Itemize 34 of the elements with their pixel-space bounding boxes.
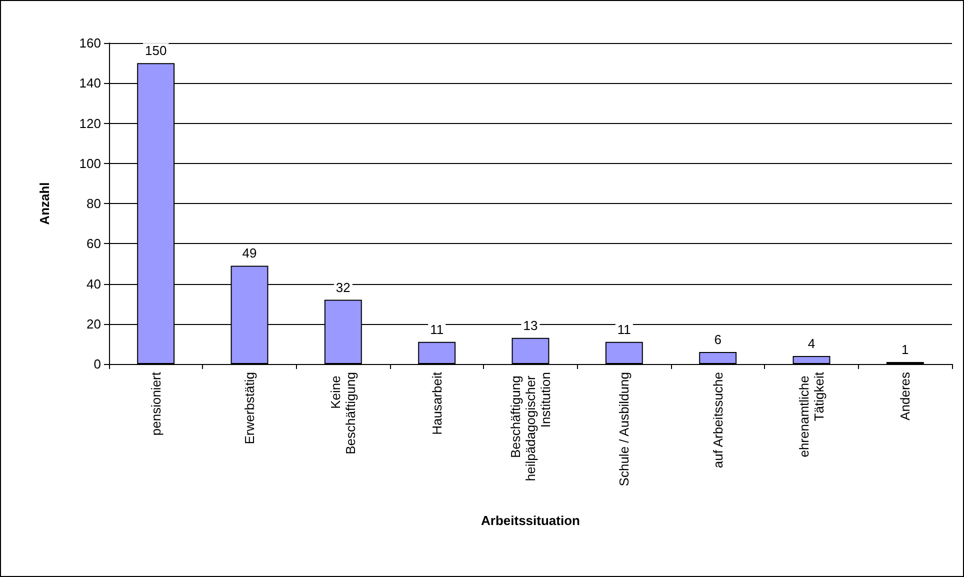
x-tick-label: ehrenamtliche Tätigkeit bbox=[796, 372, 826, 458]
x-tick-label: Hausarbeit bbox=[429, 372, 444, 435]
bar bbox=[418, 342, 456, 364]
y-tick-label: 160 bbox=[79, 36, 101, 50]
y-axis-title: Anzahl bbox=[37, 182, 52, 225]
bar bbox=[512, 338, 550, 364]
data-label: 6 bbox=[714, 332, 722, 347]
data-label: 32 bbox=[336, 280, 350, 295]
y-tick-label: 100 bbox=[79, 156, 101, 171]
data-label: 11 bbox=[430, 322, 444, 337]
x-tick-label: Erwerbstätig bbox=[242, 372, 257, 444]
x-tick-label: Beschäftigung heilpädagogischer Institution bbox=[508, 372, 553, 482]
x-axis-title: Arbeitssituation bbox=[481, 513, 580, 528]
y-tick-label: 120 bbox=[79, 116, 101, 131]
x-tick-label: Keine Beschäftigung bbox=[328, 372, 358, 454]
data-label: 150 bbox=[144, 43, 167, 58]
x-tick-label: Anderes bbox=[898, 372, 913, 420]
y-tick-label: 40 bbox=[86, 276, 101, 292]
bar bbox=[699, 352, 737, 364]
x-tick-label: Schule / Ausbildung bbox=[616, 372, 632, 486]
y-tick-label: 140 bbox=[79, 76, 101, 91]
data-label: 1 bbox=[902, 342, 909, 357]
data-label: 13 bbox=[523, 318, 538, 333]
y-tick-label: 60 bbox=[86, 236, 101, 252]
data-label: 49 bbox=[242, 246, 257, 261]
data-label: 11 bbox=[617, 322, 631, 337]
bar bbox=[605, 342, 643, 364]
y-tick-label: 0 bbox=[94, 356, 101, 372]
data-label: 4 bbox=[808, 336, 816, 351]
x-tick-label: auf Arbeitssuche bbox=[710, 372, 726, 468]
x-tick-label: pensioniert bbox=[148, 372, 164, 436]
y-tick-label: 80 bbox=[86, 196, 101, 211]
y-tick-label: 20 bbox=[86, 316, 101, 332]
bar bbox=[792, 356, 830, 364]
